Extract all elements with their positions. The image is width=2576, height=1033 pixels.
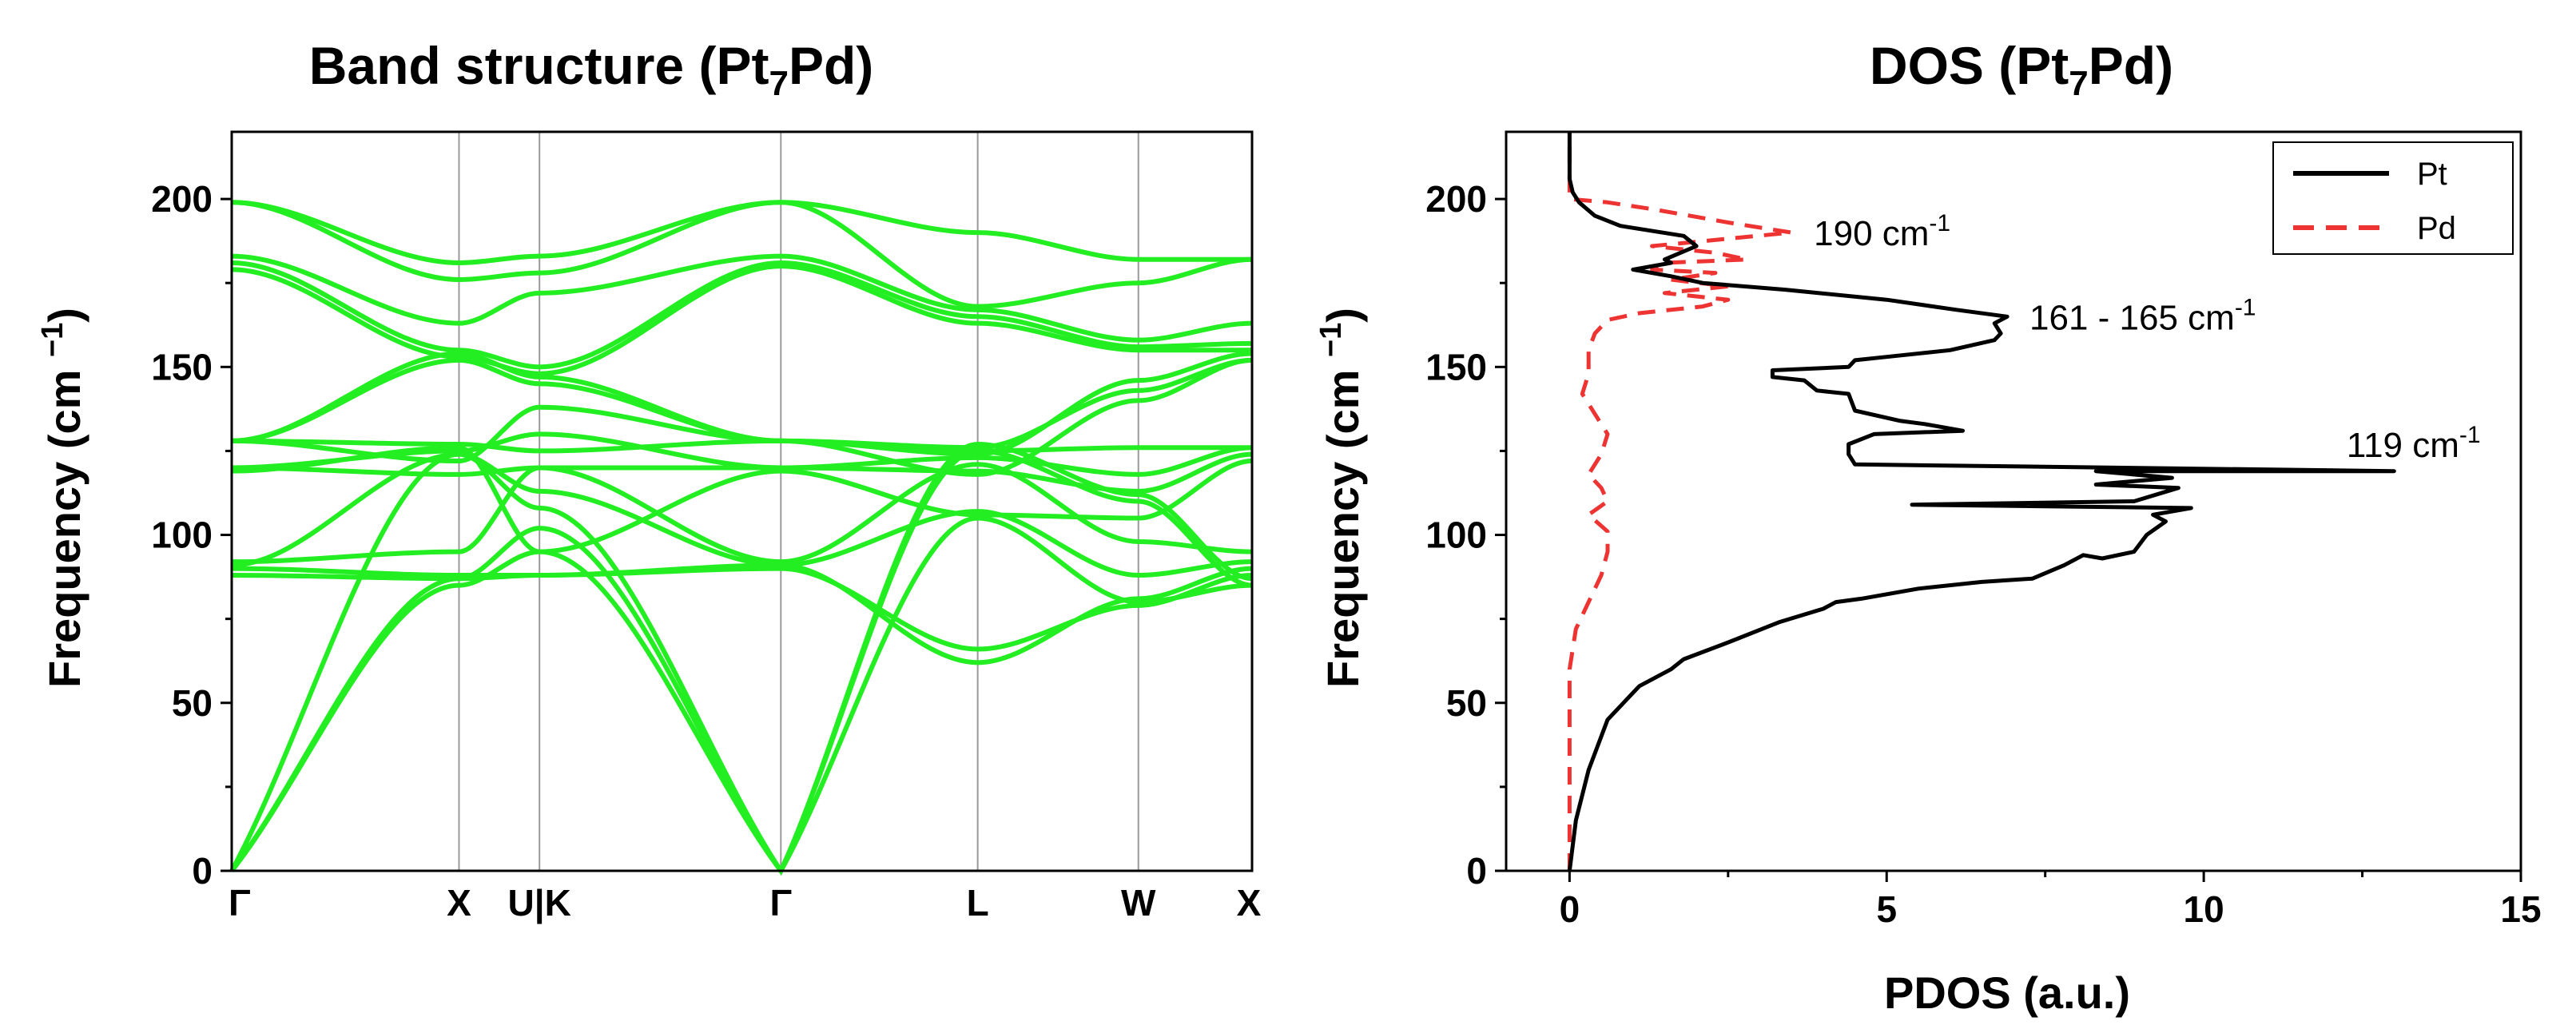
band-x-ticks: Γ X U|K Γ L W X	[229, 882, 1262, 924]
dos-plot-frame	[1505, 130, 2522, 872]
x-tick-label: 10	[2184, 888, 2224, 930]
band-y-axis-title: Frequency (cm −1)	[36, 308, 89, 688]
band-line	[231, 253, 1253, 343]
y-tick-label: 200	[151, 178, 213, 220]
band-line	[229, 451, 1253, 876]
y-tick-label: 150	[151, 346, 213, 387]
dos-legend: Pt Pd	[2272, 141, 2514, 255]
dos-title: DOS (Pt7Pd)	[1870, 36, 2173, 103]
band-structure-title: Band structure (Pt7Pd)	[309, 36, 874, 103]
band-line	[231, 462, 1253, 565]
peak-annotation: 161 - 165 cm-1	[2029, 294, 2256, 337]
band-line	[231, 351, 1253, 457]
band-structure-panel: Band structure (Pt7Pd) Frequency (cm −1)…	[36, 36, 1262, 924]
band-line	[231, 451, 1253, 578]
kpoint-label: L	[967, 882, 989, 924]
dos-y-axis-title: Frequency (cm −1)	[1314, 308, 1368, 688]
x-tick-label: 0	[1560, 888, 1580, 930]
dos-x-ticks: 0 5 10 15	[1560, 871, 2542, 930]
peak-annotation: 119 cm-1	[2347, 422, 2481, 465]
y-tick-label: 150	[1425, 346, 1487, 387]
dos-panel: DOS (Pt7Pd) Frequency (cm −1) PDOS (a.u.…	[1314, 36, 2542, 1018]
y-tick-label: 100	[1425, 515, 1487, 556]
x-tick-label: 15	[2500, 888, 2541, 930]
kpoint-label: X	[447, 882, 471, 924]
y-tick-label: 0	[192, 850, 213, 892]
kpoint-label: Γ	[769, 882, 792, 924]
band-line	[231, 566, 1253, 652]
legend-pt-label: Pt	[2417, 157, 2447, 192]
dos-lines	[1567, 132, 2396, 872]
band-y-ticks: 0 50 100 150 200	[151, 178, 232, 892]
y-tick-label: 50	[1446, 682, 1487, 724]
dos-y-ticks: 0 50 100 150 200	[1425, 178, 1506, 892]
legend-frame	[2272, 141, 2514, 255]
dos-annotations: 190 cm-1 161 - 165 cm-1 119 cm-1	[1814, 210, 2480, 465]
dos-line-pt	[1567, 132, 2396, 872]
band-line	[231, 431, 1253, 477]
y-tick-label: 50	[172, 682, 213, 724]
kpoint-label: X	[1237, 882, 1262, 924]
band-line	[231, 200, 1252, 265]
y-tick-label: 0	[1466, 850, 1487, 892]
legend-pd-label: Pd	[2417, 211, 2456, 246]
kpoint-label: W	[1121, 882, 1156, 924]
peak-annotation: 190 cm-1	[1814, 210, 1950, 253]
band-line	[231, 445, 1253, 554]
dos-line-pd	[1567, 132, 1794, 871]
kpoint-label: U|K	[508, 882, 571, 924]
y-tick-label: 200	[1425, 178, 1487, 220]
band-line	[231, 260, 1253, 370]
band-plot-frame	[230, 130, 1254, 872]
y-tick-label: 100	[151, 515, 213, 556]
kpoint-label: Γ	[229, 882, 251, 924]
band-line	[231, 264, 1252, 376]
dos-x-axis-title: PDOS (a.u.)	[1884, 967, 2130, 1018]
band-lines	[229, 200, 1253, 876]
x-tick-label: 5	[1876, 888, 1897, 930]
